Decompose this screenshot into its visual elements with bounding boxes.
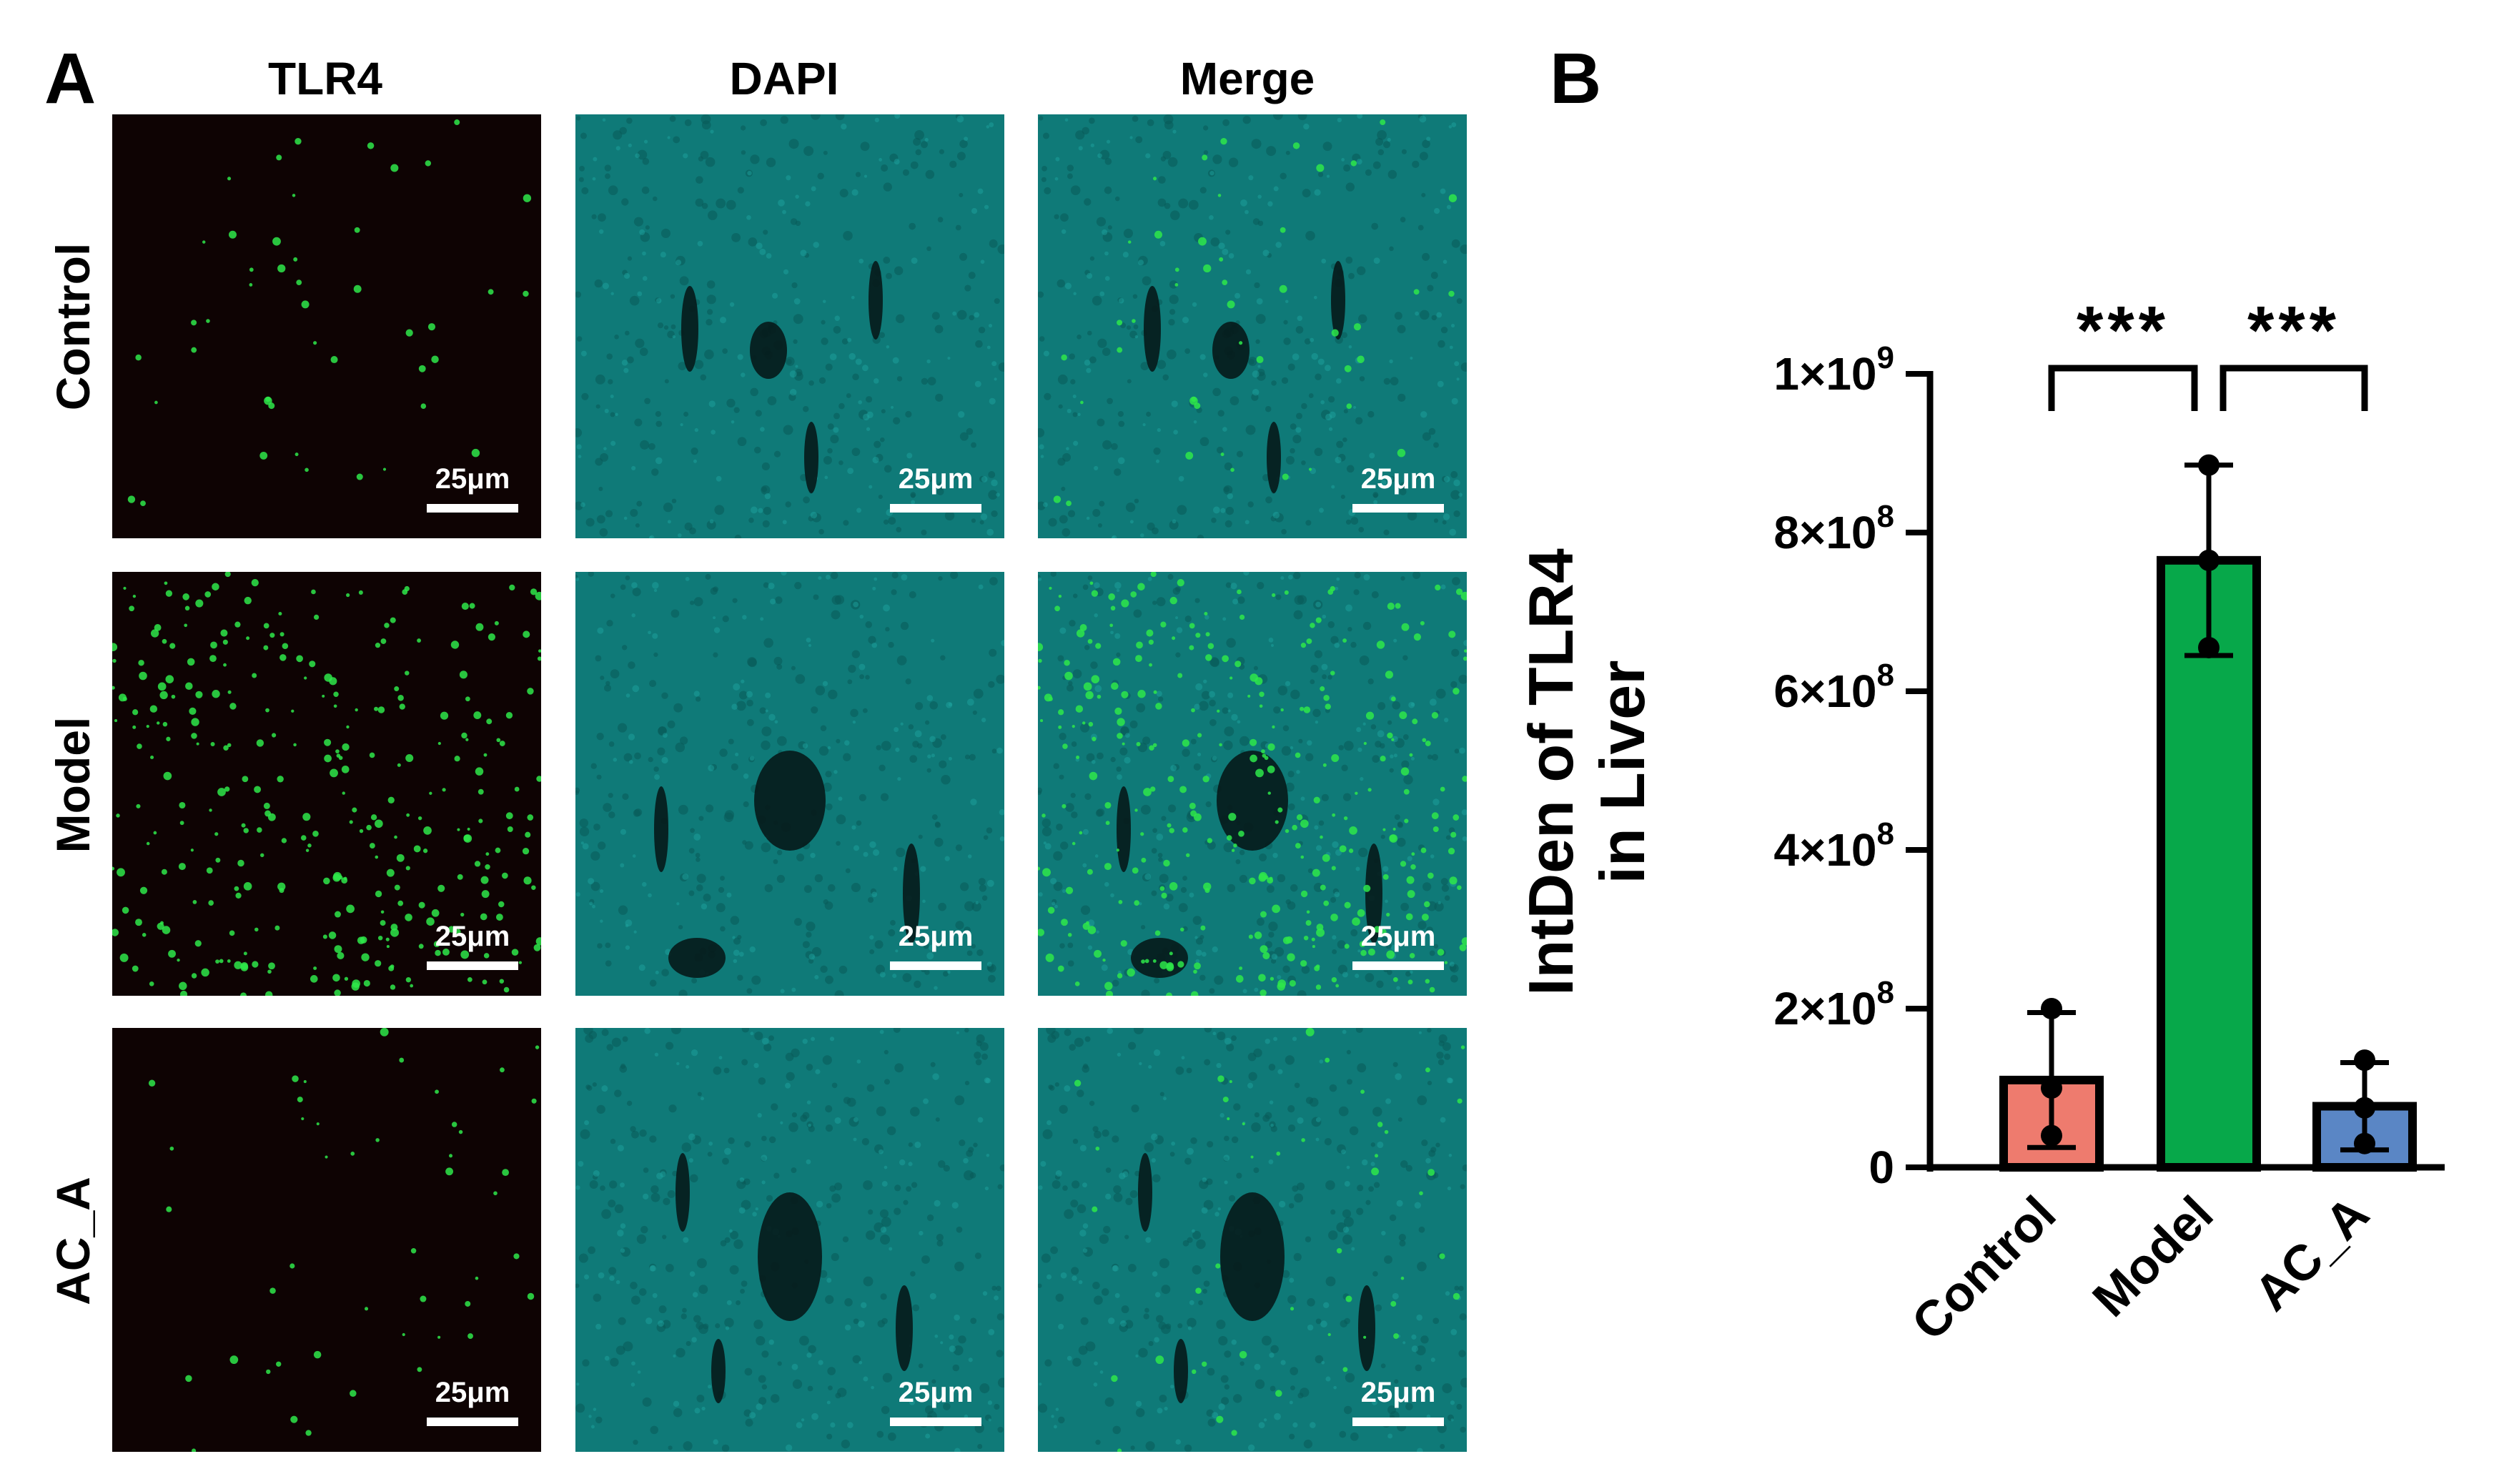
data-point: [2354, 1132, 2375, 1154]
scale-bar: [1352, 1418, 1444, 1426]
scale-bar-label: 25μm: [435, 921, 510, 952]
bar-chart: Control Model AC_A 0 2×108 4×108 6×108 8×108 1×1…: [1515, 292, 2445, 1351]
scale-bar-label: 25μm: [1360, 1377, 1436, 1408]
row-label-ac-a: AC_A: [46, 1177, 99, 1305]
row-label-control: Control: [46, 242, 99, 411]
data-point: [2354, 1049, 2375, 1072]
micrograph-merge-model: 25μm: [1038, 572, 1467, 996]
significance-bracket: [2220, 365, 2368, 411]
scale-bar: [427, 961, 518, 970]
y-tick-label: 2×108: [1773, 975, 1894, 1034]
micrograph-dapi-control: 25μm: [575, 114, 1004, 538]
scale-bar: [1352, 961, 1444, 970]
micrograph-tlr4-control: 25μm: [112, 114, 541, 538]
scale-bar: [890, 1418, 981, 1426]
y-tick-label: 1×109: [1773, 340, 1894, 400]
x-tick-label-control: Control: [1901, 1185, 2067, 1350]
scale-bar-label: 25μm: [898, 1377, 974, 1408]
micrograph-dapi-model: 25μm: [575, 572, 1004, 996]
micrograph-tlr4-ac-a: 25μm: [112, 1028, 541, 1452]
column-label-tlr4: TLR4: [268, 53, 382, 104]
y-tick-label: 8×108: [1773, 499, 1894, 558]
micrograph-dapi-ac-a: 25μm: [575, 1028, 1004, 1452]
scale-bar: [890, 961, 981, 970]
scale-bar: [427, 1418, 518, 1426]
data-point: [2198, 636, 2220, 658]
column-label-dapi: DAPI: [729, 53, 839, 104]
y-tick-label: 0: [1869, 1142, 1894, 1193]
data-point: [2198, 454, 2220, 476]
x-tick-label-ac-a: AC_A: [2244, 1185, 2380, 1321]
scale-bar-label: 25μm: [435, 463, 510, 495]
scale-bar-label: 25μm: [435, 1377, 510, 1408]
y-axis-label: IntDen of TLR4in Liver: [1515, 548, 1658, 996]
panel-a-letter: A: [44, 39, 97, 119]
micrograph-merge-ac-a: 25μm: [1038, 1028, 1467, 1452]
significance-label: ***: [2247, 292, 2340, 369]
scale-bar: [1352, 504, 1444, 513]
micrograph-tlr4-model: 25μm: [112, 572, 541, 996]
significance-label: ***: [2077, 292, 2169, 369]
chart-plot-area: Control Model AC_A 0 2×108 4×108 6×108 8×108 1×1…: [1515, 292, 2445, 1351]
row-label-model: Model: [46, 716, 99, 854]
data-point: [2354, 1097, 2375, 1119]
y-tick-label: 6×108: [1773, 658, 1894, 717]
y-tick-label: 4×108: [1773, 816, 1894, 876]
significance-bracket: [2048, 365, 2198, 411]
data-point: [2041, 998, 2062, 1019]
scale-bar: [427, 504, 518, 513]
micrograph-merge-control: 25μm: [1038, 114, 1467, 538]
data-point: [2041, 1077, 2062, 1099]
x-tick-label-model: Model: [2082, 1185, 2223, 1327]
panel-b-letter: B: [1550, 39, 1602, 119]
column-label-merge: Merge: [1179, 53, 1315, 104]
scale-bar-label: 25μm: [1360, 463, 1436, 495]
scale-bar-label: 25μm: [1360, 921, 1436, 952]
scale-bar: [890, 504, 981, 513]
scale-bar-label: 25μm: [898, 463, 974, 495]
data-point: [2041, 1124, 2062, 1147]
data-point: [2198, 549, 2220, 571]
scale-bar-label: 25μm: [898, 921, 974, 952]
